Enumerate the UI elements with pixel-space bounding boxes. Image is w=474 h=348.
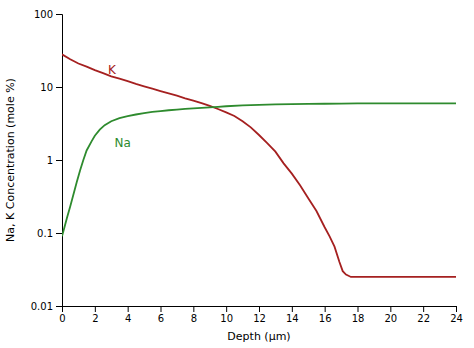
plot-area: 0246810121416182022240.010.1110100KNa (31, 9, 463, 324)
tick-mark (193, 306, 194, 312)
tick-label: 8 (191, 313, 197, 324)
series-line (62, 103, 456, 236)
tick: 10 (220, 306, 233, 324)
tick-mark (259, 306, 260, 312)
tick-label: 16 (319, 313, 332, 324)
tick: 0.1 (37, 228, 62, 239)
tick: 0 (59, 306, 65, 324)
tick-mark (56, 160, 62, 161)
tick: 24 (450, 306, 463, 324)
tick: 4 (125, 306, 131, 324)
tick-label: 14 (286, 313, 299, 324)
tick-mark (292, 306, 293, 312)
tick-label: 24 (450, 313, 463, 324)
tick-label: 18 (352, 313, 365, 324)
tick-label: 1 (47, 155, 53, 166)
tick: 6 (158, 306, 164, 324)
tick-label: 0 (59, 313, 65, 324)
axis-line (56, 15, 63, 307)
tick-mark (56, 233, 62, 234)
tick-mark (423, 306, 424, 312)
tick: 2 (92, 306, 98, 324)
annotations: K Na (108, 63, 131, 150)
tick: 1 (47, 155, 62, 166)
tick-label: 10 (40, 82, 53, 93)
chart: 0246810121416182022240.010.1110100KNaDep… (0, 0, 474, 348)
tick-mark (456, 306, 457, 312)
tick-mark (390, 306, 391, 312)
tick: 0.01 (31, 301, 62, 312)
tick: 20 (384, 306, 397, 324)
tick-mark (56, 14, 62, 15)
tick-label: 20 (384, 313, 397, 324)
tick-label: 12 (253, 313, 266, 324)
x-axis: 024681012141618202224 (59, 306, 463, 324)
annotation: K (108, 63, 117, 77)
tick: 16 (319, 306, 332, 324)
axis-line (63, 307, 457, 313)
tick-label: 6 (158, 313, 164, 324)
tick: 10 (40, 82, 62, 93)
tick-label: 2 (92, 313, 98, 324)
tick-label: 10 (220, 313, 233, 324)
tick: 22 (417, 306, 430, 324)
tick: 14 (286, 306, 299, 324)
tick: 18 (352, 306, 365, 324)
tick-label: 100 (34, 9, 53, 20)
tick: 8 (191, 306, 197, 324)
tick-label: 4 (125, 313, 131, 324)
y-axis-title: Na, K Concentration (mole %) (4, 78, 17, 242)
tick-mark (325, 306, 326, 312)
y-axis: 0.01 0.1 1 10 100 (31, 9, 63, 312)
annotation: Na (115, 136, 131, 150)
lines (62, 54, 456, 277)
tick-label: 0.01 (31, 301, 53, 312)
tick-mark (56, 306, 62, 307)
tick: 100 (34, 9, 62, 20)
tick-mark (95, 306, 96, 312)
tick-mark (226, 306, 227, 312)
x-axis-title: Depth (μm) (227, 330, 290, 343)
tick-mark (358, 306, 359, 312)
tick-mark (128, 306, 129, 312)
tick: 12 (253, 306, 266, 324)
tick-mark (161, 306, 162, 312)
series-line (62, 54, 456, 277)
tick-mark (56, 87, 62, 88)
tick-label: 0.1 (37, 228, 53, 239)
tick-label: 22 (417, 313, 430, 324)
